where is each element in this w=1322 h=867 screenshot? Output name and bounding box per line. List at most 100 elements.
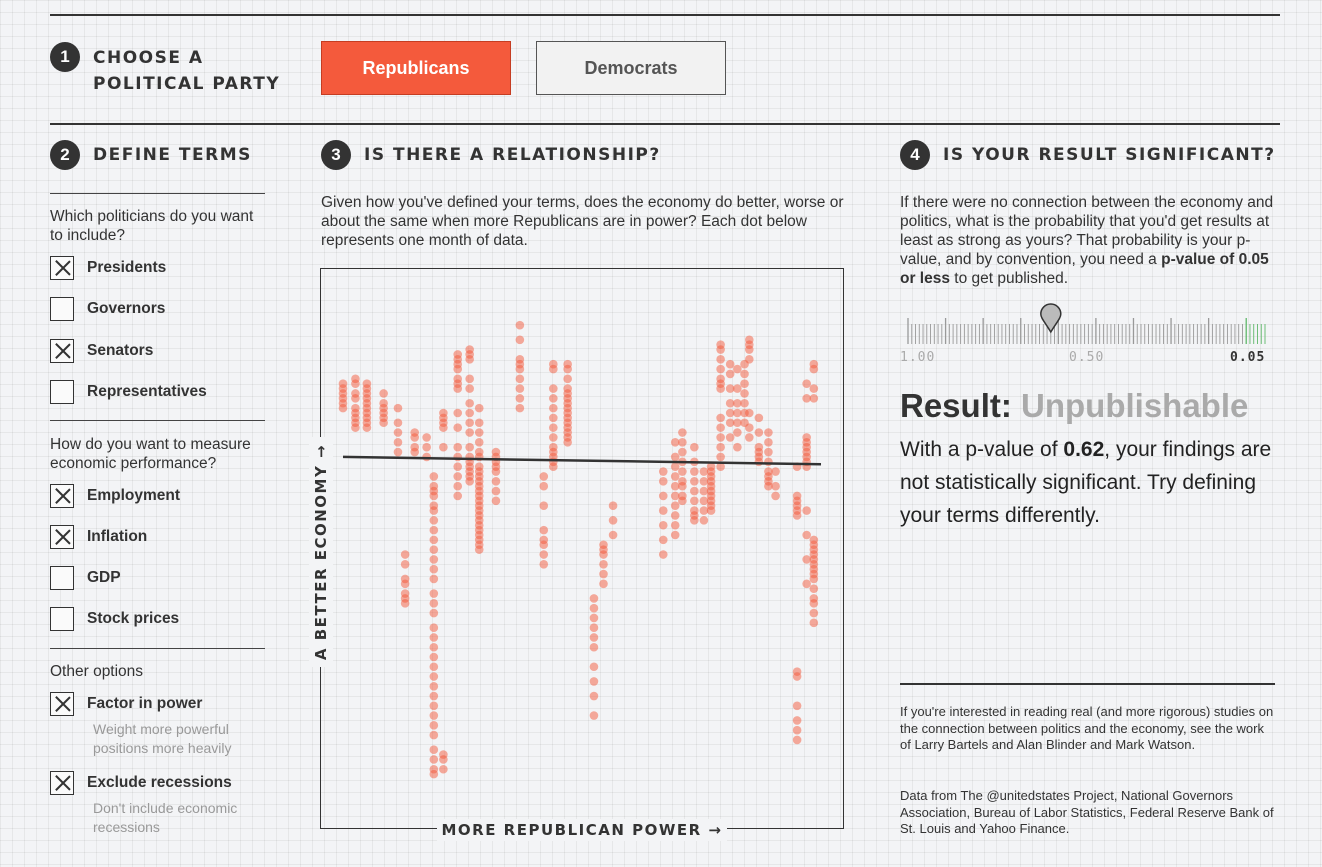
- employment-checkbox[interactable]: [50, 484, 74, 508]
- data-point: [474, 545, 484, 554]
- democrats-button[interactable]: Democrats: [536, 41, 726, 95]
- data-point: [429, 564, 439, 574]
- data-point: [429, 545, 439, 554]
- data-point: [453, 472, 463, 481]
- p-value-slider[interactable]: [900, 300, 1272, 350]
- data-point: [465, 384, 474, 393]
- republicans-button[interactable]: Republicans: [321, 41, 511, 95]
- exclude-recessions-checkbox[interactable]: [50, 771, 74, 795]
- result-p-value: 0.62: [1063, 438, 1105, 461]
- step-2-number: 2: [50, 140, 80, 170]
- data-point: [474, 428, 484, 437]
- presidents-checkbox[interactable]: [50, 256, 74, 280]
- data-point: [393, 428, 403, 437]
- data-point: [745, 408, 754, 418]
- option-label: Presidents: [87, 259, 167, 276]
- option-stock-prices[interactable]: Stock prices: [50, 607, 179, 631]
- data-point: [539, 559, 549, 569]
- data-point: [745, 355, 754, 364]
- option-employment[interactable]: Employment: [50, 484, 180, 508]
- data-point: [539, 501, 549, 511]
- data-point: [670, 452, 680, 462]
- data-point: [716, 413, 725, 423]
- data-point: [678, 428, 687, 437]
- data-point: [453, 423, 463, 432]
- data-point: [733, 398, 742, 408]
- option-governors[interactable]: Governors: [50, 297, 165, 321]
- exclude-recessions-description: Don't include economic recessions: [93, 800, 238, 835]
- data-point: [549, 413, 558, 423]
- data-point: [400, 559, 410, 569]
- option-label: Exclude recessions: [87, 774, 232, 791]
- data-point: [716, 433, 725, 442]
- option-representatives[interactable]: Representatives: [50, 380, 207, 404]
- data-point: [539, 540, 549, 550]
- footer-note: If you're interested in reading real (an…: [900, 704, 1274, 752]
- data-point: [429, 623, 439, 633]
- step-1-title-line-2: POLITICAL PARTY: [93, 74, 281, 94]
- option-gdp[interactable]: GDP: [50, 566, 121, 590]
- data-point: [563, 437, 572, 447]
- data-point: [699, 477, 709, 486]
- data-point: [716, 384, 725, 393]
- data-point: [716, 462, 725, 471]
- data-point: [439, 442, 448, 452]
- data-point: [400, 579, 410, 589]
- data-point: [549, 462, 558, 471]
- slider-marker-icon[interactable]: [1040, 303, 1062, 334]
- option-presidents[interactable]: Presidents: [50, 256, 166, 280]
- data-point: [589, 603, 599, 613]
- senators-checkbox[interactable]: [50, 339, 74, 363]
- step-1-title-line-1: CHOOSE A: [93, 48, 204, 68]
- step-4-description: If there were no connection between the …: [900, 194, 1274, 287]
- data-point: [792, 735, 802, 745]
- option-senators[interactable]: Senators: [50, 339, 153, 363]
- data-point: [400, 599, 410, 608]
- data-point: [491, 477, 501, 486]
- option-factor-in-power[interactable]: Factor in power: [50, 692, 202, 716]
- data-point: [754, 413, 764, 423]
- factor-in-power-checkbox[interactable]: [50, 692, 74, 716]
- data-point: [589, 711, 599, 720]
- data-point: [549, 433, 558, 442]
- inflation-checkbox[interactable]: [50, 525, 74, 549]
- data-point: [792, 725, 802, 735]
- data-point: [740, 389, 749, 398]
- stock-prices-checkbox[interactable]: [50, 607, 74, 631]
- data-point: [599, 579, 608, 589]
- politicians-question: Which politicians do you want to include…: [50, 208, 254, 244]
- data-point: [393, 418, 403, 428]
- data-point: [670, 462, 680, 471]
- data-point: [802, 506, 811, 515]
- representatives-checkbox[interactable]: [50, 380, 74, 404]
- data-point: [589, 691, 599, 701]
- data-point: [429, 506, 439, 515]
- data-point: [549, 423, 558, 432]
- data-point: [589, 613, 599, 623]
- data-point: [740, 398, 749, 408]
- gdp-checkbox[interactable]: [50, 566, 74, 590]
- data-point: [725, 433, 735, 442]
- data-point: [589, 623, 599, 633]
- data-point: [338, 403, 348, 413]
- data-point: [716, 423, 725, 432]
- step-1-title: CHOOSE A POLITICAL PARTY: [93, 45, 280, 97]
- data-point: [802, 555, 811, 564]
- option-inflation[interactable]: Inflation: [50, 525, 147, 549]
- data-point: [429, 701, 439, 711]
- data-point: [745, 345, 754, 354]
- data-point: [474, 418, 484, 428]
- data-point: [410, 447, 419, 457]
- data-point: [515, 394, 525, 403]
- data-point: [453, 462, 463, 471]
- governors-checkbox[interactable]: [50, 297, 74, 321]
- data-point: [764, 437, 773, 447]
- data-point: [589, 662, 599, 672]
- option-exclude-recessions[interactable]: Exclude recessions: [50, 771, 232, 795]
- data-point: [764, 481, 773, 491]
- data-point: [439, 764, 448, 774]
- data-point: [539, 525, 549, 535]
- data-point: [809, 384, 819, 393]
- data-point: [429, 691, 439, 701]
- data-point: [792, 716, 802, 725]
